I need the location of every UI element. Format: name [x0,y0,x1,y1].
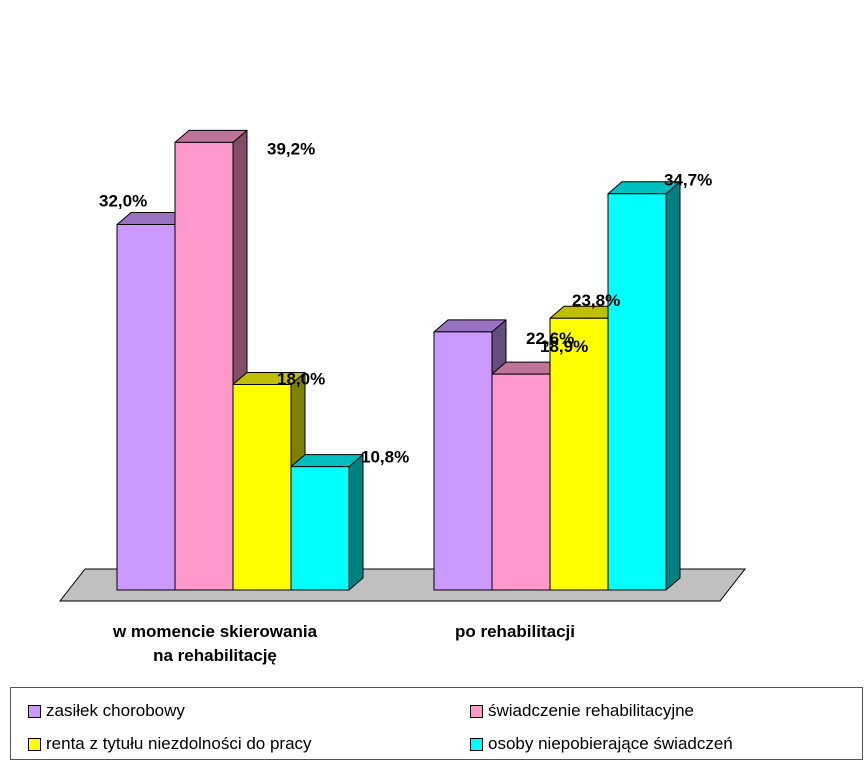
category-label-1: w momencie skierowania na rehabilitację [40,620,390,668]
value-label-2-2: 18,9% [540,337,588,356]
bar-front-face [433,331,493,591]
bar-4-category-2 [607,181,681,591]
bar-front-face [232,383,292,591]
legend: zasiłek chorobowy świadczenie rehabilita… [10,687,863,760]
legend-swatch-swiadczenie [470,704,483,718]
value-label-4-2: 34,7% [664,171,712,190]
bar-front-face [174,141,234,591]
legend-label-osoby: osoby niepobierające świadczeń [488,734,733,753]
value-label-1-2: 22,6% [526,329,574,348]
legend-swatch-osoby [470,737,483,751]
legend-item-renta: renta z tytułu niezdolności do pracy [28,734,312,754]
bar-side-face [665,181,681,591]
category-label-2: po rehabilitacji [380,620,650,644]
bar-front-face [491,373,551,591]
legend-item-swiadczenie: świadczenie rehabilitacyjne [470,701,694,721]
legend-label-zasilek: zasiłek chorobowy [46,701,185,720]
legend-item-zasilek: zasiłek chorobowy [28,701,185,721]
legend-label-swiadczenie: świadczenie rehabilitacyjne [488,701,695,720]
bar-side-face [348,454,364,591]
category-label-1-line-2: na rehabilitację [153,646,277,665]
value-label-4-1: 10,8% [361,448,409,467]
legend-label-renta: renta z tytułu niezdolności do pracy [46,734,312,753]
legend-swatch-zasilek [28,704,41,718]
bar-4-category-1 [290,454,364,591]
value-label-3-2: 23,8% [572,291,620,310]
bar-front-face [549,317,609,591]
legend-item-osoby: osoby niepobierające świadczeń [470,734,733,754]
category-label-2-line-1: po rehabilitacji [455,622,575,641]
legend-swatch-renta [28,737,41,751]
bar-front-face [607,193,667,591]
value-label-3-1: 18,0% [277,369,325,388]
bar-front-face [116,224,176,591]
bar-front-face [290,466,350,591]
chart-plot-area: 32,0% 39,2% 18,0% 10,8% 22,6%18,9% 23,8% 34,7% [58,129,747,602]
value-label-2-1: 39,2% [267,139,315,158]
value-label-1-1: 32,0% [99,192,147,211]
category-label-1-line-1: w momencie skierowania [112,622,318,641]
